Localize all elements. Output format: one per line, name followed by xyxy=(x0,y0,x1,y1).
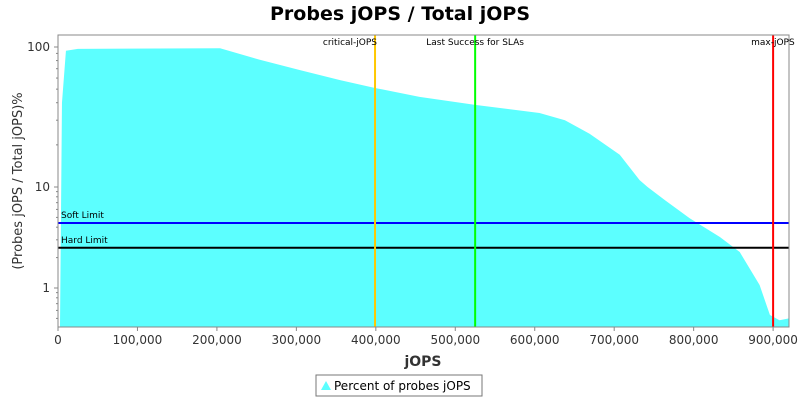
legend-label: Percent of probes jOPS xyxy=(334,379,471,393)
y-tick-label: 100 xyxy=(27,40,50,54)
plot-border xyxy=(57,34,790,328)
y-axis-label: (Probes jOPS / Total jOPS)% xyxy=(11,92,26,269)
legend-marker-icon xyxy=(321,381,331,390)
x-tick-label: 800,000 xyxy=(669,333,719,347)
x-tick-label: 200,000 xyxy=(192,333,242,347)
x-tick-label: 700,000 xyxy=(589,333,639,347)
x-tick-label: 600,000 xyxy=(510,333,560,347)
marker-label: max-jOPS xyxy=(751,38,795,48)
x-tick-label: 100,000 xyxy=(113,333,163,347)
y-tick-label: 1 xyxy=(42,281,50,295)
x-tick-label: 400,000 xyxy=(351,333,401,347)
legend: Percent of probes jOPS xyxy=(315,374,483,397)
marker-label: Last Success for SLAs xyxy=(426,38,524,48)
x-tick-label: 500,000 xyxy=(430,333,480,347)
limit-label: Hard Limit xyxy=(61,236,108,246)
x-tick-label: 900,000 xyxy=(748,333,798,347)
x-tick-label: 0 xyxy=(54,333,62,347)
chart-title: Probes jOPS / Total jOPS xyxy=(270,3,530,25)
plot-area: Soft Limit Hard Limit critical-jOPS Last Su… xyxy=(27,34,798,347)
x-tick-label: 300,000 xyxy=(272,333,322,347)
marker-label: critical-jOPS xyxy=(323,38,377,48)
x-axis-label: jOPS xyxy=(403,354,441,370)
series-area xyxy=(59,48,790,328)
limit-label: Soft Limit xyxy=(61,211,104,221)
y-tick-label: 10 xyxy=(35,180,50,194)
